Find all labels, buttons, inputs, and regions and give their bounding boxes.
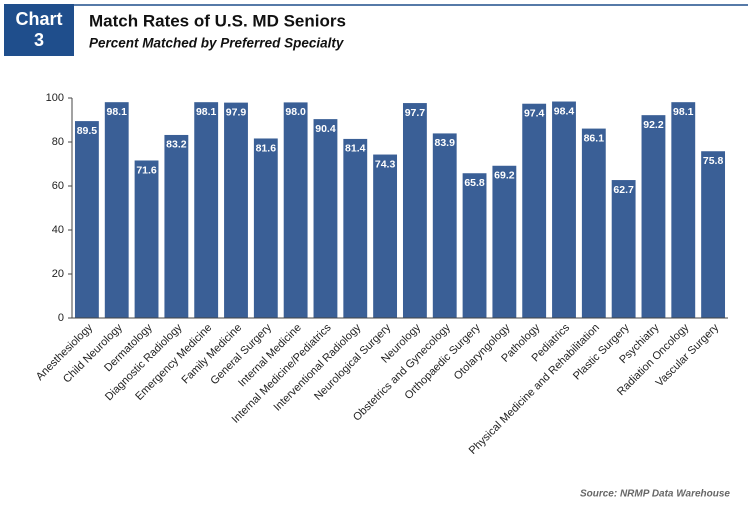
y-tick-label: 80 — [52, 136, 64, 148]
value-label: 98.0 — [285, 106, 306, 118]
bar — [701, 151, 726, 318]
bar — [253, 138, 278, 318]
chart-subtitle: Percent Matched by Preferred Specialty — [89, 36, 345, 51]
chart-title: Match Rates of U.S. MD Seniors — [89, 11, 346, 30]
bar — [462, 173, 487, 318]
bar — [164, 134, 189, 318]
badge-number: 3 — [34, 30, 44, 50]
bar — [224, 102, 248, 319]
bar — [552, 101, 576, 319]
bar — [313, 119, 338, 319]
bar — [283, 102, 308, 319]
bar — [373, 154, 398, 318]
value-label: 92.2 — [643, 119, 664, 131]
value-label: 97.9 — [226, 106, 247, 118]
source-note: Source: NRMP Data Warehouse — [580, 489, 730, 500]
y-tick-label: 100 — [46, 92, 64, 104]
bar — [134, 160, 159, 318]
badge-box — [4, 4, 74, 56]
value-label: 90.4 — [315, 123, 336, 135]
value-label: 83.9 — [435, 137, 456, 149]
bar — [641, 115, 666, 318]
bar — [104, 102, 129, 319]
bar — [522, 103, 547, 318]
value-label: 89.5 — [77, 125, 98, 137]
bar — [74, 121, 99, 318]
value-label: 69.2 — [494, 170, 515, 182]
bar — [432, 133, 457, 318]
value-label: 65.8 — [464, 177, 485, 189]
value-label: 83.2 — [166, 139, 187, 151]
bar — [492, 165, 517, 318]
bar — [611, 180, 636, 318]
y-tick-label: 20 — [52, 268, 64, 280]
value-label: 98.1 — [196, 106, 217, 118]
bar — [581, 128, 606, 318]
bar — [343, 138, 368, 318]
value-label: 98.1 — [673, 106, 694, 118]
value-label: 86.1 — [584, 132, 605, 144]
value-label: 98.4 — [554, 105, 575, 117]
value-label: 62.7 — [613, 184, 634, 196]
y-tick-label: 60 — [52, 180, 64, 192]
y-tick-label: 0 — [58, 312, 64, 324]
y-tick-label: 40 — [52, 224, 64, 236]
value-label: 81.4 — [345, 143, 366, 155]
value-label: 81.6 — [256, 142, 277, 154]
value-label: 98.1 — [107, 106, 128, 118]
value-label: 74.3 — [375, 158, 396, 170]
value-label: 97.7 — [405, 107, 426, 119]
value-label: 75.8 — [703, 155, 724, 167]
value-label: 71.6 — [136, 164, 157, 176]
bar — [671, 102, 696, 319]
badge-label: Chart — [15, 9, 62, 29]
value-label: 97.4 — [524, 108, 545, 120]
bar — [402, 103, 427, 318]
bar — [194, 102, 219, 319]
